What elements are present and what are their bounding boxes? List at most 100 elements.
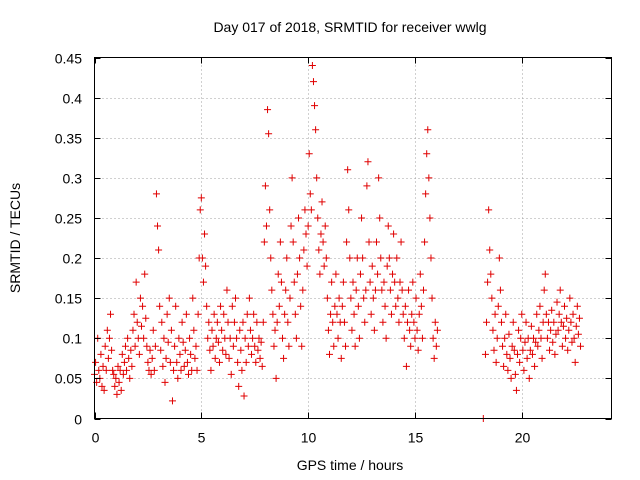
- y-tick-label: 0.2: [63, 251, 83, 267]
- data-point: [156, 302, 164, 310]
- data-point: [516, 358, 524, 366]
- y-tick-label: 0.15: [55, 291, 82, 307]
- data-point: [208, 326, 216, 334]
- data-point: [574, 330, 582, 338]
- data-point: [227, 370, 235, 378]
- y-tick-label: 0.05: [55, 371, 82, 387]
- data-point: [211, 354, 219, 362]
- data-point: [285, 342, 293, 350]
- data-point: [238, 366, 246, 374]
- data-point: [243, 310, 251, 318]
- data-point: [344, 166, 352, 174]
- data-point: [204, 334, 212, 342]
- data-point: [566, 294, 574, 302]
- data-point: [355, 334, 363, 342]
- data-point: [271, 326, 279, 334]
- data-point: [181, 346, 189, 354]
- data-point: [328, 278, 336, 286]
- data-point: [159, 362, 167, 370]
- data-point: [229, 342, 237, 350]
- data-point: [549, 338, 557, 346]
- data-point: [405, 286, 413, 294]
- data-point: [488, 294, 496, 302]
- data-point: [422, 190, 430, 198]
- data-point: [570, 334, 578, 342]
- data-point: [503, 350, 511, 358]
- data-point: [115, 378, 123, 386]
- data-point: [312, 126, 320, 134]
- data-point: [511, 370, 519, 378]
- data-point: [123, 366, 131, 374]
- data-point: [506, 354, 514, 362]
- data-point: [329, 318, 337, 326]
- data-point: [387, 310, 395, 318]
- data-point: [540, 286, 548, 294]
- data-point: [256, 354, 264, 362]
- data-point: [542, 310, 550, 318]
- data-point: [293, 270, 301, 278]
- data-point: [168, 397, 176, 405]
- data-point: [165, 294, 173, 302]
- data-point: [496, 286, 504, 294]
- data-point: [349, 278, 357, 286]
- data-point: [564, 346, 572, 354]
- data-point: [212, 334, 220, 342]
- data-point: [108, 346, 116, 354]
- y-tick-label: 0: [74, 412, 82, 428]
- data-point: [413, 326, 421, 334]
- data-point: [377, 254, 385, 262]
- data-point: [489, 326, 497, 334]
- data-point: [223, 286, 231, 294]
- data-point: [279, 334, 286, 342]
- data-point: [276, 238, 284, 246]
- data-point: [157, 346, 165, 354]
- data-point: [199, 278, 207, 286]
- data-point: [149, 326, 157, 334]
- data-point: [546, 346, 554, 354]
- data-point: [399, 310, 407, 318]
- data-point: [133, 318, 141, 326]
- data-point: [143, 342, 151, 350]
- data-point: [541, 270, 549, 278]
- data-point: [330, 342, 338, 350]
- data-point: [573, 302, 581, 310]
- data-point: [402, 362, 410, 370]
- data-point: [202, 262, 210, 270]
- data-point: [104, 354, 112, 362]
- data-point: [245, 294, 253, 302]
- data-point: [214, 338, 222, 346]
- data-point: [367, 310, 375, 318]
- data-point: [252, 358, 260, 366]
- data-point: [215, 358, 223, 366]
- data-point: [178, 318, 186, 326]
- data-point: [205, 318, 213, 326]
- data-point: [107, 310, 115, 318]
- data-point: [273, 318, 281, 326]
- data-point: [274, 270, 282, 278]
- data-point: [375, 174, 383, 182]
- data-point: [332, 270, 340, 278]
- x-tick-label: 15: [408, 430, 424, 446]
- data-point: [393, 254, 401, 262]
- data-point: [536, 302, 544, 310]
- data-point: [425, 174, 433, 182]
- data-point: [358, 214, 366, 222]
- data-point: [136, 294, 144, 302]
- data-point: [418, 334, 426, 342]
- data-point: [493, 334, 501, 342]
- data-point: [121, 342, 129, 350]
- y-tick-label: 0.1: [63, 331, 83, 347]
- data-point: [299, 286, 307, 294]
- data-point: [230, 318, 238, 326]
- data-point: [394, 294, 402, 302]
- data-point: [105, 334, 113, 342]
- data-point: [322, 254, 330, 262]
- data-point: [213, 318, 221, 326]
- data-point: [284, 318, 292, 326]
- data-point: [268, 286, 276, 294]
- data-point: [360, 294, 368, 302]
- data-point: [255, 334, 263, 342]
- data-point: [532, 338, 540, 346]
- data-point: [264, 106, 272, 114]
- data-point: [172, 302, 180, 310]
